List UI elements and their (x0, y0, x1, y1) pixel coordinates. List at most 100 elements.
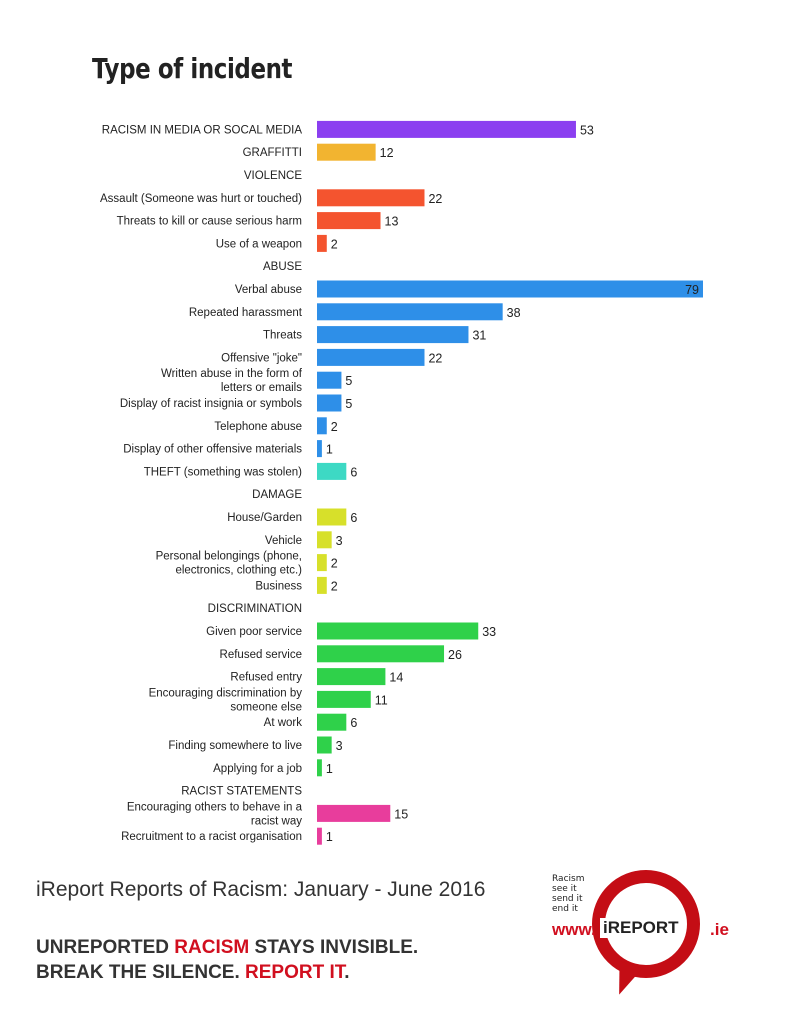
value-label: 79 (685, 283, 699, 297)
category-label: GRAFFITTI (243, 147, 302, 159)
bar (317, 576, 327, 594)
category-label: Refused service (220, 649, 302, 661)
slogan-text: STAYS INVISIBLE. (249, 937, 419, 958)
section-header-label: ABUSE (263, 261, 302, 273)
logo-tagline: end it (552, 904, 578, 914)
value-label: 6 (350, 511, 357, 525)
category-label: Refused entry (230, 672, 302, 684)
value-label: 14 (389, 671, 403, 685)
bar (317, 189, 425, 207)
bar (317, 462, 347, 480)
category-label: Finding somewhere to live (168, 740, 302, 752)
category-label: Business (255, 580, 302, 592)
bar (317, 371, 342, 389)
value-label: 2 (331, 557, 338, 571)
bar-chart: RACISM IN MEDIA OR SOCAL MEDIA 53GRAFFITT… (100, 120, 703, 845)
logo-tagline: Racism (552, 874, 585, 884)
category-label: Display of other offensive materials (123, 444, 302, 456)
category-label: Personal belongings (phone, electronics, … (156, 551, 303, 577)
category-label: Verbal abuse (235, 284, 302, 296)
value-label: 11 (375, 693, 388, 707)
logo-domain: .ie (710, 920, 729, 939)
category-label: THEFT (something was stolen) (144, 466, 302, 478)
value-label: 2 (331, 579, 338, 593)
slogan: UNREPORTED RACISM STAYS INVISIBLE. BREAK… (36, 935, 418, 985)
bar (317, 554, 327, 572)
value-label: 22 (428, 351, 442, 365)
bar (317, 713, 347, 731)
value-label: 1 (326, 443, 333, 457)
value-label: 5 (345, 374, 352, 388)
category-label: At work (264, 717, 303, 729)
category-label: Given poor service (206, 626, 302, 638)
category-label: Recruitment to a racist organisation (121, 831, 302, 843)
bar (317, 212, 381, 230)
category-label: Encouraging others to behave in a racist … (127, 801, 303, 827)
report-caption: iReport Reports of Racism: January - Jun… (36, 878, 486, 901)
section-header-label: VIOLENCE (244, 170, 302, 182)
logo-tagline: see it (552, 884, 577, 894)
bar (317, 759, 322, 777)
ireport-logo: Racism see it send it end it www. iREPOR… (552, 868, 752, 1004)
slogan-text: UNREPORTED (36, 937, 175, 958)
value-label: 2 (331, 237, 338, 251)
section-header-label: RACIST STATEMENTS (181, 786, 302, 798)
category-label: Written abuse in the form of letters or e… (161, 368, 303, 394)
section-header-label: DISCRIMINATION (208, 603, 302, 615)
slogan-text: BREAK THE SILENCE. (36, 962, 246, 983)
logo-wordmark: iREPORT (600, 918, 682, 938)
logo-tagline: send it (552, 894, 583, 904)
bar (317, 736, 332, 754)
value-label: 38 (507, 306, 521, 320)
bar (317, 440, 322, 458)
bar (317, 303, 503, 321)
category-label: Threats (263, 330, 302, 342)
bar (317, 234, 327, 252)
category-label: House/Garden (227, 512, 302, 524)
value-label: 33 (482, 625, 496, 639)
value-label: 3 (336, 534, 343, 548)
slogan-highlight: REPORT IT (245, 962, 345, 983)
bar (317, 690, 371, 708)
value-label: 5 (345, 397, 352, 411)
value-label: 15 (394, 807, 408, 821)
value-label: 26 (448, 648, 462, 662)
category-label: Applying for a job (213, 763, 302, 775)
category-label: Telephone abuse (214, 421, 302, 433)
category-label: Assault (Someone was hurt or touched) (100, 193, 302, 205)
bar (317, 622, 479, 640)
bar (317, 143, 376, 161)
bar (317, 508, 347, 526)
value-label: 53 (580, 123, 594, 137)
bar (317, 531, 332, 549)
value-label: 12 (380, 146, 394, 160)
value-label: 2 (331, 420, 338, 434)
value-label: 1 (326, 762, 333, 776)
category-label: Offensive "joke" (221, 352, 302, 364)
logo-www: www. (552, 920, 596, 939)
bar (317, 804, 391, 822)
bar (317, 645, 445, 663)
bar (317, 348, 425, 366)
chart-title: Type of incident (92, 52, 293, 85)
value-label: 31 (472, 329, 486, 343)
bar (317, 827, 322, 845)
category-label: Display of racist insignia or symbols (120, 398, 302, 410)
bar (317, 668, 386, 686)
bar (317, 326, 469, 344)
bar (317, 417, 327, 435)
value-label: 6 (350, 716, 357, 730)
bar (317, 280, 703, 298)
bar (317, 394, 342, 412)
value-label: 3 (336, 739, 343, 753)
section-header-label: DAMAGE (252, 489, 302, 501)
value-label: 6 (350, 465, 357, 479)
category-label: Use of a weapon (216, 238, 302, 250)
value-label: 1 (326, 830, 333, 844)
slogan-text: . (344, 962, 350, 983)
category-label: Vehicle (265, 535, 302, 547)
category-label: Repeated harassment (189, 307, 303, 319)
value-label: 22 (428, 192, 442, 206)
category-label: Encouraging discrimination by someone els… (149, 687, 303, 713)
category-label: Threats to kill or cause serious harm (117, 216, 302, 228)
